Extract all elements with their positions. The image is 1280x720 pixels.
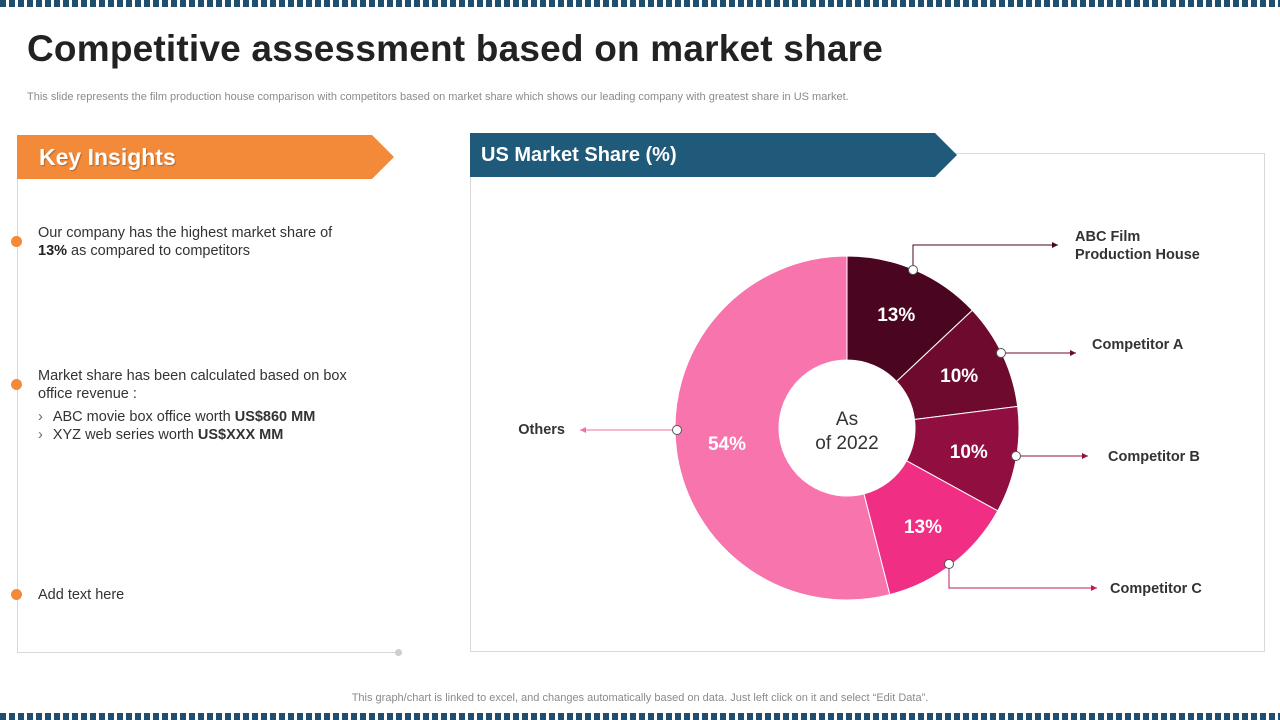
insight-1-text-end: as compared to competitors [67, 243, 250, 259]
pie-value-label: 13% [904, 517, 942, 538]
callout-arrowhead [1082, 453, 1088, 459]
top-border [0, 0, 1280, 7]
insight-2-subitem-1: › ABC movie box office worth US$860 MM [38, 408, 315, 426]
callout-connector [948, 564, 1097, 589]
insight-3: Add text here [38, 587, 125, 603]
callout-arrowhead [1052, 242, 1058, 248]
pie-value-label: 10% [950, 442, 988, 463]
callout-arrowhead [1070, 350, 1076, 356]
insight-1-text: Our company has the highest market share… [38, 225, 333, 241]
key-insights-heading: Key Insights [39, 144, 176, 170]
chevron-right-icon: › [38, 427, 43, 443]
market-share-banner: US Market Share (%) [470, 133, 957, 177]
center-label: of 2022 [815, 433, 878, 454]
insight-1: Our company has the highest market share… [38, 224, 358, 260]
legend-label: Competitor A [1092, 337, 1184, 353]
callout-arrowhead [580, 427, 586, 433]
pie-value-label: 54% [708, 434, 746, 455]
subitem-value: US$XXX MM [197, 427, 284, 443]
callout-dot [1011, 451, 1021, 461]
page-title: Competitive assessment based on market s… [27, 28, 884, 69]
callout-dot [944, 559, 954, 569]
insight-2: Market share has been calculated based o… [38, 368, 347, 402]
banner-arrow-shape [470, 133, 957, 177]
subitem-value: US$860 MM [234, 409, 316, 425]
pie-slice-5[interactable] [674, 255, 891, 601]
footer-note: This graph/chart is linked to excel, and… [351, 692, 929, 704]
callout-arrowhead [1091, 585, 1097, 591]
pie-value-label: 13% [877, 305, 915, 326]
banner-arrow-shape [17, 135, 394, 179]
chevron-right-icon: › [38, 409, 43, 425]
insights-panel [17, 135, 402, 656]
insight-1-highlight: 13% [38, 243, 68, 259]
legend-label: Others [518, 422, 565, 438]
callout-connector [912, 244, 1058, 270]
center-label: As [836, 409, 858, 430]
bullet-dot [11, 379, 22, 390]
subitem-label: ABC movie box office worth [52, 409, 235, 425]
legend-label: Competitor C [1110, 581, 1202, 597]
bottom-border [0, 713, 1280, 720]
legend-label: Competitor B [1108, 449, 1200, 465]
panel-end-dot [395, 649, 402, 656]
chart-title: US Market Share (%) [481, 144, 677, 166]
subitem-label: XYZ web series worth [52, 427, 198, 443]
legend-label: ABC Film [1075, 229, 1140, 245]
bullet-dot [11, 236, 22, 247]
bullet-dot [11, 589, 22, 600]
page-subtitle: This slide represents the film productio… [27, 91, 849, 103]
insight-2-subitem-2: › XYZ web series worth US$XXX MM [38, 426, 283, 444]
callout-dot [996, 348, 1006, 358]
pie-value-label: 10% [940, 366, 978, 387]
callout-dot [908, 265, 918, 275]
callout-dot [672, 425, 682, 435]
key-insights-banner: Key Insights [17, 135, 394, 179]
legend-label: Production House [1075, 247, 1200, 263]
